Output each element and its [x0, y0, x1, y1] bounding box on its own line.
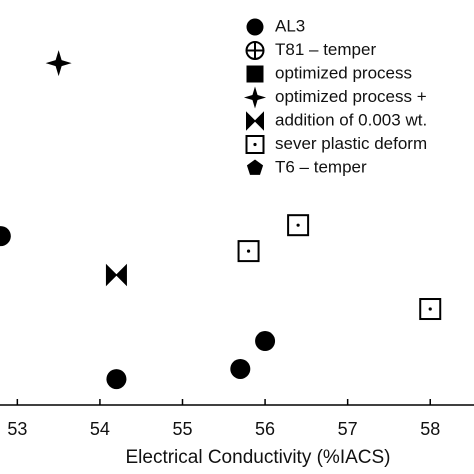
- marker: [45, 50, 72, 77]
- square: [246, 65, 264, 83]
- marker: [245, 41, 265, 60]
- x-tick-label: 53: [7, 419, 27, 439]
- x-tick-label: 57: [338, 419, 358, 439]
- marker: [246, 159, 264, 175]
- marker: [230, 358, 251, 379]
- dot: [253, 142, 257, 147]
- dot: [428, 307, 432, 311]
- legend-label: T81 – temper: [275, 40, 376, 59]
- marker: [255, 331, 276, 352]
- legend-label: T6 – temper: [275, 157, 367, 176]
- circle: [246, 18, 264, 36]
- square: [245, 135, 265, 154]
- marker: [246, 18, 264, 36]
- star: [45, 50, 72, 77]
- circle: [230, 358, 251, 379]
- square: [237, 240, 260, 263]
- marker: [287, 214, 310, 237]
- marker: [106, 369, 127, 390]
- marker: [419, 298, 442, 321]
- bowtie: [105, 263, 127, 287]
- x-tick-label: 54: [90, 419, 110, 439]
- x-tick-label: 55: [172, 419, 192, 439]
- legend-label: addition of 0.003 wt.: [275, 110, 427, 129]
- legend-label: AL3: [275, 16, 305, 35]
- legend-label: optimized process: [275, 63, 412, 82]
- pentagon: [246, 159, 264, 175]
- plus: [246, 42, 264, 59]
- marker: [245, 135, 265, 154]
- square: [287, 214, 310, 237]
- marker: [243, 86, 267, 109]
- legend-label: sever plastic deform: [275, 134, 427, 153]
- circle: [106, 369, 127, 390]
- circle: [0, 226, 11, 247]
- marker: [0, 226, 11, 247]
- dot: [246, 249, 251, 253]
- x-tick-label: 58: [420, 419, 440, 439]
- marker: [246, 111, 264, 131]
- legend-label: optimized process +: [275, 87, 427, 106]
- x-tick-label: 56: [255, 419, 275, 439]
- square: [419, 298, 442, 321]
- bowtie: [246, 111, 264, 131]
- circle: [255, 331, 276, 352]
- marker: [105, 263, 127, 287]
- dot: [296, 223, 300, 227]
- star: [243, 86, 267, 109]
- marker: [246, 65, 264, 83]
- x-axis-label: Electrical Conductivity (%IACS): [125, 447, 390, 468]
- marker: [237, 240, 260, 263]
